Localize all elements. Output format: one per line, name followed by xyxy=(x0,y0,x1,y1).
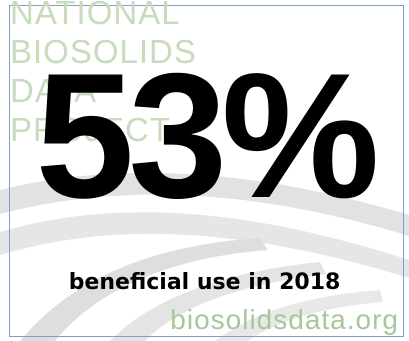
field-row-stripe xyxy=(110,262,326,341)
field-row-stripe xyxy=(0,212,409,278)
logo-line-data: DATA xyxy=(10,72,98,109)
card-frame xyxy=(9,5,404,337)
website-label: biosolidsdata.org xyxy=(170,304,399,335)
logo-line-biosolids: BIOSOLIDS xyxy=(10,33,197,70)
field-row-stripe xyxy=(215,290,383,341)
logo-line-national: NATIONAL xyxy=(10,0,181,31)
field-row-stripe xyxy=(0,172,409,236)
logo-line-project: PROJECT xyxy=(10,111,172,148)
stat-value: 53% xyxy=(35,36,379,235)
field-row-stripe xyxy=(20,238,268,341)
stat-caption: beneficial use in 2018 xyxy=(68,270,341,295)
